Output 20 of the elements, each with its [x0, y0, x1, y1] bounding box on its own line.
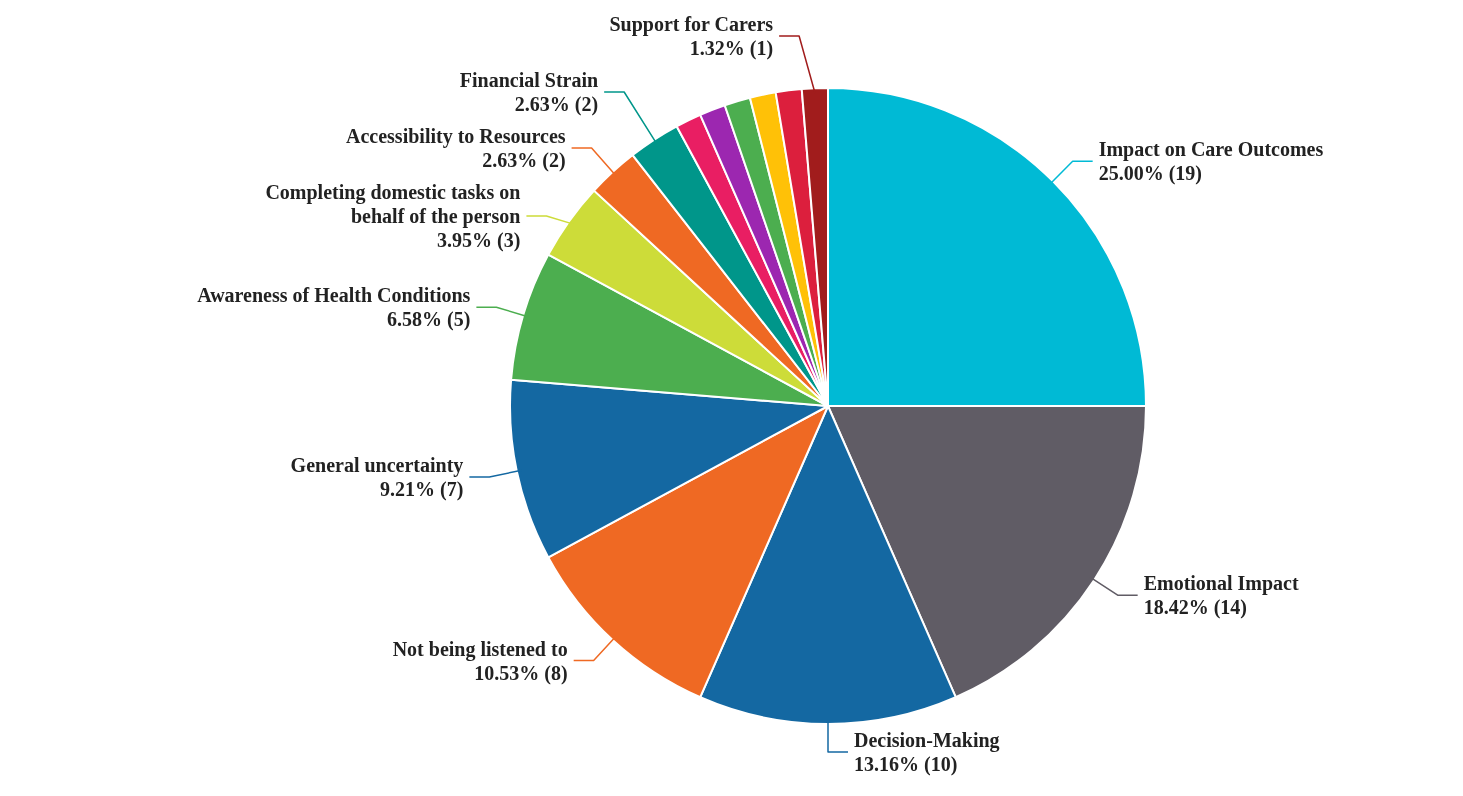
- slice-label: Impact on Care Outcomes: [1098, 138, 1324, 162]
- data-label: 1.32% (1): [689, 37, 774, 60]
- slice-label: Awareness of Health Conditions: [197, 284, 471, 307]
- data-label: 9.21% (7): [380, 478, 464, 501]
- slice-label: Financial Strain: [459, 69, 599, 91]
- data-label: 2.63% (2): [482, 149, 566, 172]
- data-label: 13.16% (10): [854, 753, 958, 776]
- slice-label: Decision-Making: [854, 729, 1000, 752]
- slice-label: Accessibility to Resources: [346, 125, 566, 148]
- slice-label: Completing domestic tasks on behalf of the person: [265, 181, 521, 228]
- slice-label: Support for Carers: [609, 13, 774, 36]
- slice-label: General uncertainty: [290, 454, 464, 477]
- data-label: 6.58% (5): [387, 308, 471, 332]
- data-label: 25.00% (19): [1098, 162, 1202, 186]
- data-label: 10.53% (8): [474, 661, 568, 685]
- slice-label: Emotional Impact: [1143, 572, 1299, 596]
- slice-label: Not being listened to: [392, 637, 568, 661]
- data-label: 18.42% (14): [1143, 596, 1247, 620]
- data-label: 3.95% (3): [437, 229, 521, 252]
- data-label: 2.63% (2): [514, 93, 599, 116]
